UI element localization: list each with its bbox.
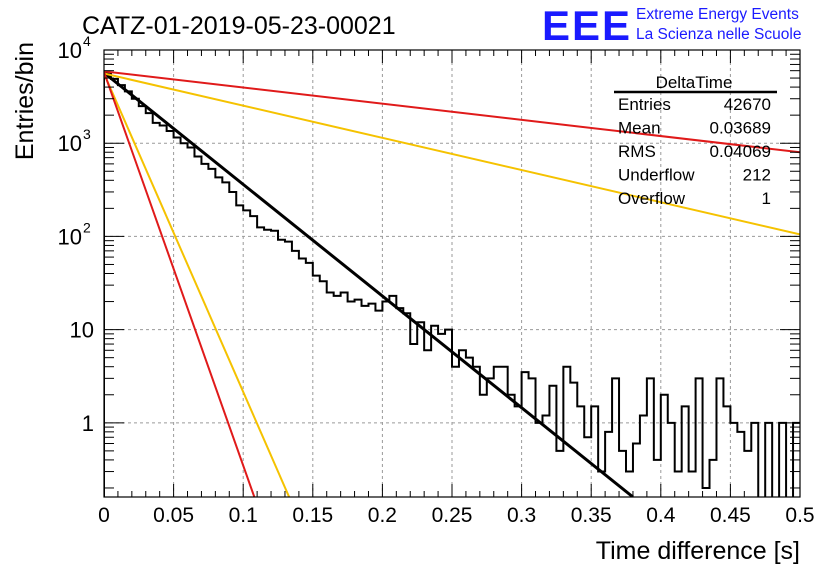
x-axis: 0 0.05 0.1 0.15 0.2 0.25 0.3 0.35 0.4 0.45 0.5 (98, 50, 815, 527)
x-tick-label: 0.35 (571, 504, 612, 527)
y-axis-label: Entries/bin (11, 42, 39, 160)
y-tick-label: 10 2 (58, 219, 91, 249)
fit-line-3 (104, 72, 800, 236)
y-tick-base: 10 (70, 318, 94, 343)
y-tick-exponent: 4 (83, 33, 91, 49)
fit-line-1 (104, 71, 634, 497)
y-tick-base: 10 (58, 131, 82, 156)
stats-label: Underflow (618, 166, 695, 185)
y-tick-base: 1 (82, 411, 94, 436)
y-tick-exponent: 3 (83, 126, 91, 142)
y-tick-base: 10 (58, 38, 82, 63)
org-name: Extreme Energy Events (636, 6, 799, 23)
y-tick-label: 10 3 (58, 126, 91, 156)
fit-line-4 (104, 73, 291, 497)
x-tick-label: 0.45 (710, 504, 751, 527)
stats-value: 42670 (724, 95, 771, 114)
org-tagline: La Scienza nelle Scuole (636, 26, 801, 43)
fit-line-5 (104, 71, 256, 497)
stats-value: 0.04069 (710, 142, 771, 161)
x-tick-label: 0.15 (292, 504, 333, 527)
eee-logo: EEE (542, 2, 632, 49)
y-tick-exponent: 2 (83, 219, 91, 235)
x-tick-label: 0.1 (229, 504, 258, 527)
stats-label: Overflow (618, 189, 686, 208)
y-tick-label: 10 (70, 318, 94, 343)
y-tick-label: 10 4 (58, 33, 91, 63)
stats-title: DeltaTime (656, 73, 733, 92)
stats-value: 1 (762, 189, 771, 208)
x-tick-label: 0 (98, 504, 110, 527)
stats-value: 212 (743, 166, 771, 185)
histogram-bars (104, 71, 800, 497)
x-tick-label: 0.5 (785, 504, 814, 527)
run-title: CATZ-01-2019-05-23-00021 (82, 12, 396, 40)
stats-label: RMS (618, 142, 656, 161)
fit-lines (104, 70, 800, 497)
x-tick-label: 0.05 (153, 504, 194, 527)
y-tick-base: 10 (58, 224, 82, 249)
y-tick-label: 1 (82, 411, 94, 436)
x-tick-label: 0.3 (507, 504, 536, 527)
x-tick-label: 0.2 (368, 504, 397, 527)
x-tick-label: 0.4 (646, 504, 676, 527)
x-tick-label: 0.25 (432, 504, 473, 527)
fit-line-2 (104, 70, 800, 154)
stats-label: Mean (618, 119, 661, 138)
stats-box: DeltaTime Entries 42670 Mean 0.03689 RMS 0.04… (614, 73, 777, 208)
stats-label: Entries (618, 95, 671, 114)
x-axis-label: Time difference [s] (596, 537, 800, 565)
stats-value: 0.03689 (710, 119, 771, 138)
